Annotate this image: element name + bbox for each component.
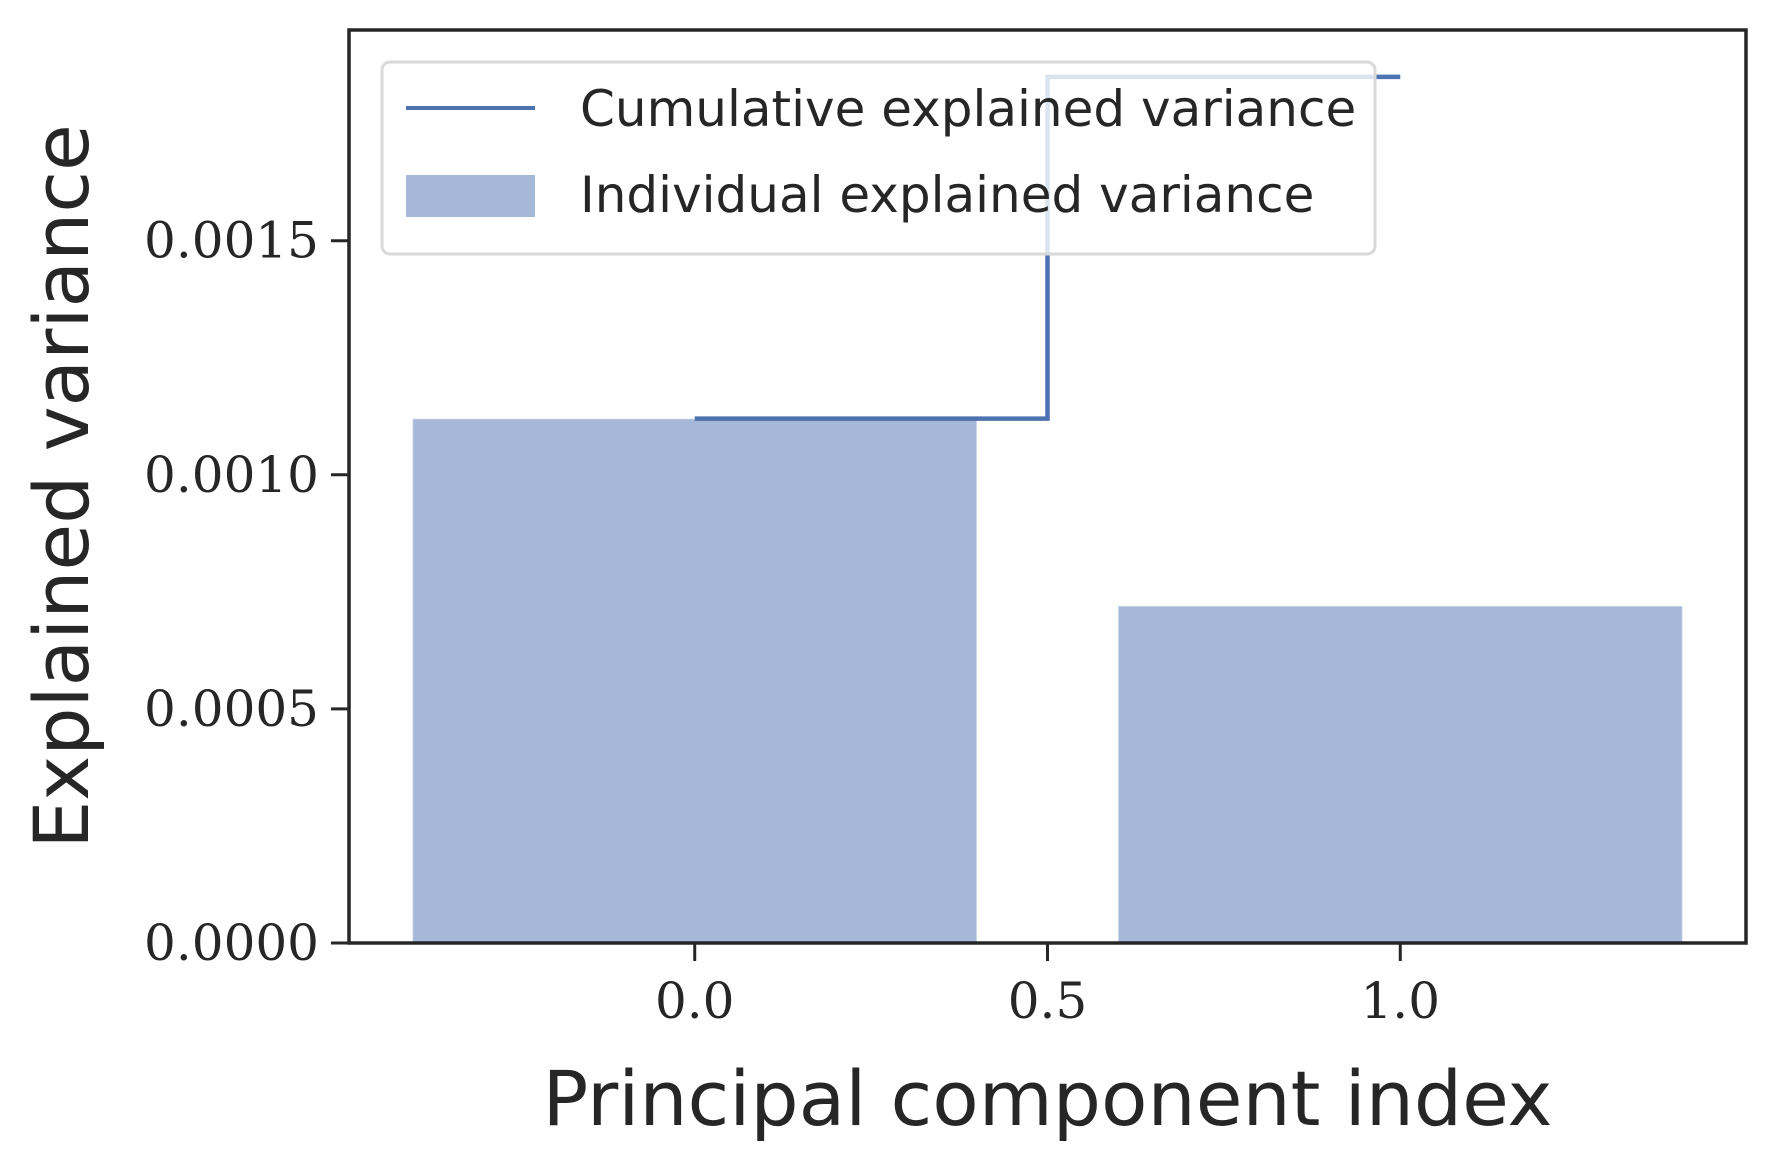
ticks-layer: 0.0 0.5 1.0 0.0000 0.0005 0.0010 0.0015 bbox=[144, 212, 1440, 1030]
x-axis-title: Principal component index bbox=[542, 1054, 1552, 1143]
legend-box bbox=[380, 60, 1377, 256]
y-tick-label: 0.0000 bbox=[144, 914, 319, 972]
x-tick-label: 0.0 bbox=[655, 972, 735, 1030]
y-axis-title: Explained variance bbox=[17, 124, 106, 849]
y-tick-label: 0.0005 bbox=[144, 680, 319, 738]
legend: Cumulative explained variance Individual… bbox=[380, 60, 1377, 256]
legend-cumulative-label: Cumulative explained variance bbox=[580, 80, 1356, 138]
bar-pc-1 bbox=[1117, 605, 1684, 944]
legend-individual-label: Individual explained variance bbox=[580, 166, 1314, 224]
x-tick-label: 0.5 bbox=[1008, 972, 1088, 1030]
legend-bar-swatch bbox=[406, 175, 535, 217]
y-tick-label: 0.0010 bbox=[144, 446, 319, 504]
bars-layer bbox=[411, 417, 1684, 944]
y-tick-label: 0.0015 bbox=[144, 212, 319, 270]
x-tick-label: 1.0 bbox=[1361, 972, 1441, 1030]
bar-pc-0 bbox=[411, 417, 978, 944]
